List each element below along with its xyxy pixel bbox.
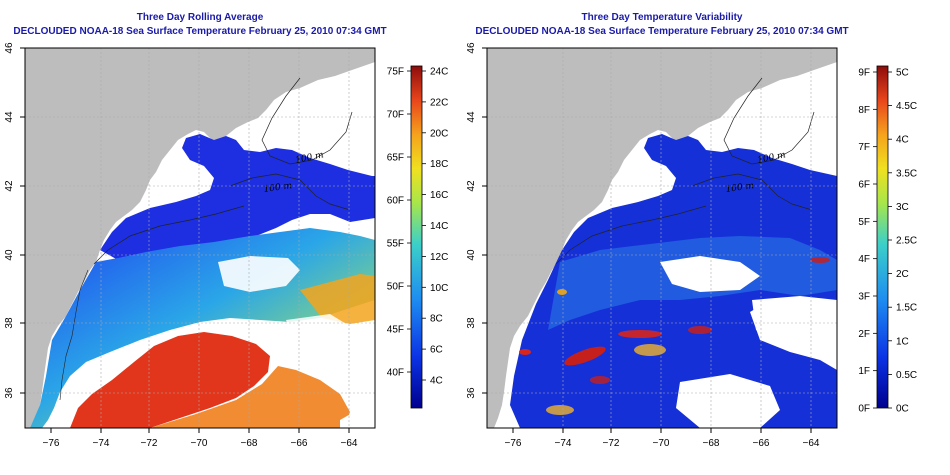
right-colorbar-f-label: 0F	[858, 404, 870, 415]
left-colorbar-f-label: 40F	[387, 368, 404, 379]
right-lon-tick: −72	[603, 438, 620, 449]
right-map: 100 m 100 m	[487, 48, 837, 428]
right-colorbar-f-label: 5F	[858, 217, 870, 228]
left-gulf-stream	[70, 332, 270, 428]
left-colorbar-c-label: 20C	[430, 128, 448, 139]
left-contour-label-2: 100 m	[263, 181, 293, 195]
left-colorbar-f-label: 70F	[387, 110, 404, 121]
right-lon-tick: −68	[703, 438, 720, 449]
right-colorbar-c-label: 3C	[896, 202, 909, 213]
left-colorbar-c-label: 4C	[430, 376, 443, 387]
left-cold-water	[100, 134, 375, 260]
left-lon-tick: −66	[291, 438, 308, 449]
left-colorbar-labels: 75F 70F 65F 60F 55F 50F 45F 40F 24C 22C 20C 18C 16C 1…	[387, 67, 449, 387]
left-map-frame	[24, 47, 376, 429]
left-colorbar-c-label: 14C	[430, 221, 448, 232]
left-map: 100 m 100 m	[25, 48, 375, 428]
left-lat-tick: 38	[4, 317, 15, 329]
left-lat-tick: 44	[4, 111, 15, 123]
right-lat-tick: 38	[466, 317, 477, 329]
left-title-line1: Three Day Rolling Average	[137, 12, 264, 23]
left-lat-tick: 36	[4, 387, 15, 399]
right-colorbar-f-label: 8F	[858, 105, 870, 116]
left-colorbar-f-label: 50F	[387, 282, 404, 293]
right-map-frame	[486, 47, 838, 429]
right-colorbar-c-label: 3.5C	[896, 168, 917, 179]
left-colorbar-c-label: 6C	[430, 345, 443, 356]
left-lon-tick: −68	[241, 438, 258, 449]
left-colorbar-f-label: 65F	[387, 153, 404, 164]
right-colorbar-f-label: 9F	[858, 68, 870, 79]
right-lat-tick: 46	[466, 42, 477, 54]
right-land	[487, 48, 837, 428]
right-colorbar-c-label: 2C	[896, 269, 909, 280]
right-colorbar-c-label: 4C	[896, 135, 909, 146]
right-contour-label-2: 100 m	[725, 181, 755, 195]
right-colorbar-f-label: 6F	[858, 180, 870, 191]
left-colorbar-f-label: 45F	[387, 325, 404, 336]
right-lat-tick: 42	[466, 180, 477, 192]
right-colorbar-c-label: 0.5C	[896, 370, 917, 381]
left-land	[25, 48, 375, 428]
right-colorbar-f-label: 1F	[858, 366, 870, 377]
left-colorbar-c-label: 10C	[430, 283, 448, 294]
right-colorbar-c-label: 4.5C	[896, 101, 917, 112]
left-title-line2: DECLOUDED NOAA-18 Sea Surface Temperatur…	[13, 26, 386, 37]
right-lat-tick: 36	[466, 387, 477, 399]
right-colorbar-c-label: 1C	[896, 336, 909, 347]
right-lon-tick: −66	[753, 438, 770, 449]
right-colorbar-f-label: 3F	[858, 292, 870, 303]
right-lat-tick: 44	[466, 111, 477, 123]
right-lon-tick: −70	[653, 438, 670, 449]
left-lon-tick: −72	[141, 438, 158, 449]
right-lat-tick: 40	[466, 249, 477, 261]
left-lon-tick: −70	[191, 438, 208, 449]
left-lon-tick: −74	[93, 438, 110, 449]
left-lon-tick: −76	[43, 438, 60, 449]
right-colorbar-f-label: 2F	[858, 329, 870, 340]
right-colorbar-c-label: 2.5C	[896, 236, 917, 247]
left-lat-tick: 42	[4, 180, 15, 192]
left-panel: Three Day Rolling Average DECLOUDED NOAA…	[4, 12, 448, 449]
right-colorbar-f-label: 7F	[858, 142, 870, 153]
left-lat-tick: 40	[4, 249, 15, 261]
right-lon-tick: −64	[803, 438, 820, 449]
right-colorbar-c-label: 5C	[896, 68, 909, 79]
left-lat-tick: 46	[4, 42, 15, 54]
right-colorbar	[876, 65, 889, 409]
left-colorbar-f-label: 60F	[387, 196, 404, 207]
right-colorbar-c-label: 1.5C	[896, 303, 917, 314]
right-lon-tick: −74	[555, 438, 572, 449]
left-colorbar-f-label: 55F	[387, 239, 404, 250]
right-title-line1: Three Day Temperature Variability	[582, 12, 743, 23]
left-lon-tick: −64	[341, 438, 358, 449]
right-colorbar-c-label: 0C	[896, 404, 909, 415]
left-colorbar-c-label: 18C	[430, 159, 448, 170]
left-colorbar-c-label: 16C	[430, 190, 448, 201]
left-colorbar-c-label: 12C	[430, 252, 448, 263]
left-colorbar-c-label: 8C	[430, 314, 443, 325]
left-colorbar-c-label: 24C	[430, 67, 448, 78]
right-colorbar-f-label: 4F	[858, 254, 870, 265]
right-title-line2: DECLOUDED NOAA-18 Sea Surface Temperatur…	[475, 26, 848, 37]
right-panel: Three Day Temperature Variability DECLOU…	[466, 12, 917, 449]
right-colorbar-labels: 9F 8F 7F 6F 5F 4F 3F 2F 1F 0F 5C 4.5C 4C 3.5C 3C 2.5C 2C…	[858, 68, 917, 415]
left-colorbar-f-label: 75F	[387, 67, 404, 78]
left-colorbar-c-label: 22C	[430, 97, 448, 108]
right-lon-tick: −76	[505, 438, 522, 449]
left-colorbar	[410, 65, 423, 409]
